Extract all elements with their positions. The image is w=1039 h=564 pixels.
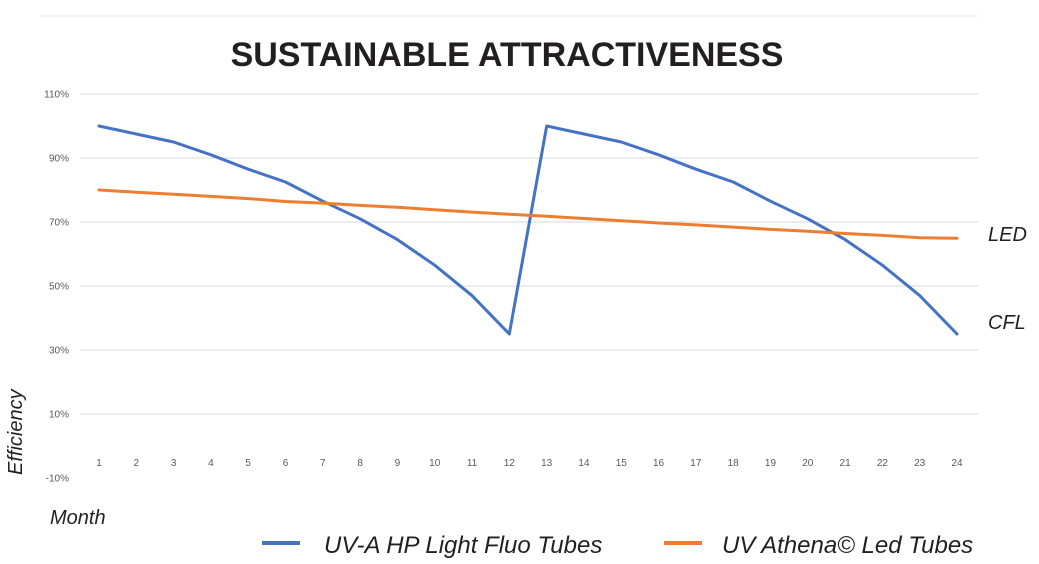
series-end-labels: CFL LED xyxy=(988,224,1027,334)
x-tick-label: 2 xyxy=(134,458,140,469)
x-tick-label: 24 xyxy=(951,458,963,469)
y-tick-label: 30% xyxy=(49,346,69,357)
legend-label: UV-A HP Light Fluo Tubes xyxy=(324,532,602,559)
x-tick-label: 18 xyxy=(728,458,740,469)
x-tick-label: 6 xyxy=(283,458,289,469)
legend: UV-A HP Light Fluo Tubes UV Athena© Led T… xyxy=(262,532,973,559)
x-tick-label: 15 xyxy=(616,458,628,469)
x-axis-ticks: 1 2 3 4 5 6 7 8 9 10 11 12 13 14 15 16 17 18 19 20 21 22 23 24 xyxy=(96,458,963,469)
y-axis-ticks: 110% 90% 70% 50% 30% 10% -10% xyxy=(44,90,69,485)
x-tick-label: 21 xyxy=(840,458,852,469)
x-tick-label: 9 xyxy=(395,458,401,469)
y-axis-label: Efficiency xyxy=(5,388,27,475)
x-tick-label: 16 xyxy=(653,458,665,469)
x-tick-label: 17 xyxy=(690,458,702,469)
y-tick-label: 90% xyxy=(49,154,69,165)
gridlines xyxy=(80,93,978,415)
series-line-1 xyxy=(97,124,959,336)
series-end-label: LED xyxy=(988,224,1027,246)
legend-label: UV Athena© Led Tubes xyxy=(722,532,973,559)
x-tick-label: 8 xyxy=(357,458,363,469)
x-tick-label: 12 xyxy=(504,458,516,469)
y-tick-label: 50% xyxy=(49,282,69,293)
x-tick-label: 11 xyxy=(467,458,478,469)
x-tick-label: 1 xyxy=(96,458,102,469)
x-tick-label: 20 xyxy=(802,458,814,469)
chart-title: SUSTAINABLE ATTRACTIVENESS xyxy=(231,36,784,74)
x-tick-label: 13 xyxy=(541,458,553,469)
x-tick-label: 7 xyxy=(320,458,326,469)
x-axis-label: Month xyxy=(50,507,106,529)
x-tick-label: 23 xyxy=(914,458,926,469)
x-tick-label: 10 xyxy=(429,458,441,469)
y-tick-label: 70% xyxy=(49,218,69,229)
x-tick-label: 4 xyxy=(208,458,214,469)
y-tick-label: 10% xyxy=(49,410,69,421)
x-tick-label: 14 xyxy=(578,458,590,469)
series-lines xyxy=(97,124,959,336)
series-line-2 xyxy=(97,188,959,240)
x-tick-label: 5 xyxy=(245,458,251,469)
x-tick-label: 19 xyxy=(765,458,777,469)
x-tick-label: 22 xyxy=(877,458,889,469)
series-end-label: CFL xyxy=(988,312,1026,334)
y-tick-label: -10% xyxy=(46,474,69,485)
y-tick-label: 110% xyxy=(44,90,69,101)
x-tick-label: 3 xyxy=(171,458,177,469)
